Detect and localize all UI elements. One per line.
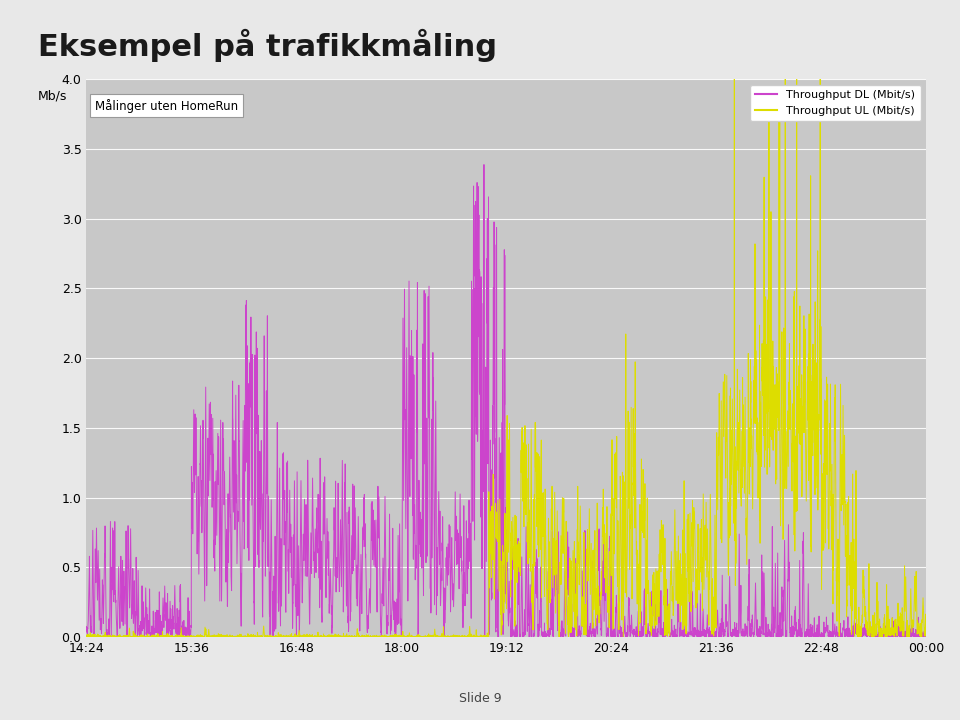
Throughput DL (Mbit/s) [824, 633, 835, 642]
Throughput DL (Mbit/s) [585, 619, 596, 628]
Throughput UL (Mbit/s) [401, 632, 413, 641]
Text: Slide 9: Slide 9 [459, 692, 501, 705]
Text: Eksempel på trafikkmåling: Eksempel på trafikkmåling [38, 29, 497, 62]
Text: Målinger uten HomeRun: Målinger uten HomeRun [95, 99, 238, 113]
Throughput UL (Mbit/s) [627, 479, 638, 487]
Throughput DL (Mbit/s) [81, 622, 92, 631]
Throughput UL (Mbit/s) [772, 396, 783, 405]
Throughput DL (Mbit/s) [772, 631, 783, 639]
Throughput UL (Mbit/s) [81, 631, 92, 639]
Line: Throughput UL (Mbit/s): Throughput UL (Mbit/s) [86, 0, 926, 637]
Throughput DL (Mbit/s) [921, 626, 932, 635]
Throughput DL (Mbit/s) [478, 161, 490, 169]
Line: Throughput DL (Mbit/s): Throughput DL (Mbit/s) [86, 165, 926, 637]
Throughput UL (Mbit/s) [708, 626, 719, 635]
Throughput DL (Mbit/s) [627, 628, 638, 636]
Throughput UL (Mbit/s) [921, 624, 932, 633]
Throughput DL (Mbit/s) [233, 409, 245, 418]
Legend: Throughput DL (Mbit/s), Throughput UL (Mbit/s): Throughput DL (Mbit/s), Throughput UL (M… [750, 85, 921, 122]
Throughput UL (Mbit/s) [585, 590, 596, 599]
Y-axis label: Mb/s: Mb/s [38, 89, 67, 102]
Throughput UL (Mbit/s) [102, 633, 113, 642]
Throughput UL (Mbit/s) [233, 632, 245, 641]
Throughput DL (Mbit/s) [401, 488, 413, 497]
Throughput DL (Mbit/s) [708, 624, 719, 633]
